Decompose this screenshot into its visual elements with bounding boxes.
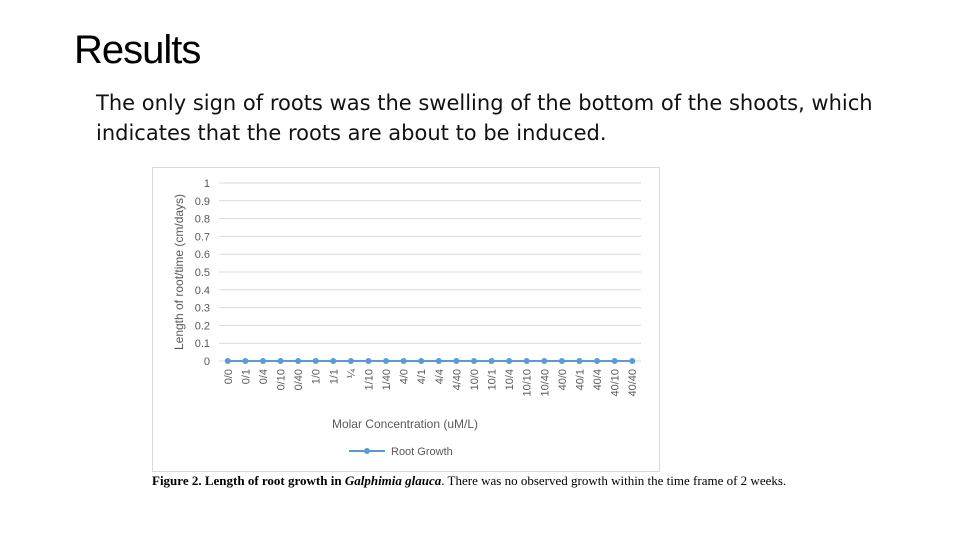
y-axis-label: Length of root/time (cm/days) <box>172 194 186 350</box>
x-tick-label: 10/4 <box>504 369 516 390</box>
y-tick-label: 0.6 <box>195 249 210 261</box>
x-tick-label: 0/0 <box>223 369 235 384</box>
x-tick-label: 40/40 <box>627 369 639 397</box>
x-tick-label: 1/10 <box>363 369 375 390</box>
x-tick-label: 4/0 <box>399 369 411 384</box>
y-tick-label: 0.7 <box>195 231 210 243</box>
x-tick-label: 40/4 <box>592 369 604 390</box>
x-tick-label: 1/40 <box>381 369 393 390</box>
data-point <box>470 358 477 364</box>
y-tick-label: 0.1 <box>195 338 210 350</box>
x-tick-label: 4/1 <box>416 369 428 384</box>
figure-caption: Figure 2. Length of root growth in Galph… <box>152 472 792 489</box>
x-tick-label: 4/4 <box>434 369 446 384</box>
y-tick-label: 0.9 <box>195 196 210 208</box>
caption-text: . There was no observed growth within th… <box>441 473 787 488</box>
data-point <box>365 358 372 364</box>
y-tick-label: 0.2 <box>195 320 210 332</box>
legend-marker <box>364 448 370 454</box>
data-point <box>629 358 636 364</box>
x-tick-label: 40/1 <box>574 369 586 390</box>
data-point <box>558 358 565 364</box>
x-tick-label: 0/10 <box>276 369 288 390</box>
x-tick-label: ¼ <box>346 368 358 378</box>
root-growth-chart: 0 0.1 0.2 0.3 0.4 0.5 0.6 0.7 0.8 0.9 1 Length of r… <box>152 167 660 472</box>
data-point <box>506 358 513 364</box>
y-tick-label: 0.3 <box>195 303 210 315</box>
legend-label: Root Growth <box>391 446 453 458</box>
data-point <box>523 358 530 364</box>
data-point <box>224 358 231 364</box>
x-tick-label: 10/1 <box>487 369 499 390</box>
caption-label: Figure 2. Length of root growth in <box>152 473 345 488</box>
data-point <box>611 358 618 364</box>
x-tick-label: 10/10 <box>522 369 534 397</box>
caption-species: Galphimia glauca <box>344 473 442 488</box>
x-tick-label: 1/0 <box>311 369 323 384</box>
x-tick-label: 4/40 <box>451 369 463 390</box>
slide-title: Results <box>74 28 201 72</box>
y-tick-label: 0.8 <box>195 214 210 226</box>
x-axis-label: Molar Concentration (uM/L) <box>332 417 478 431</box>
data-point <box>453 358 460 364</box>
data-point <box>488 358 495 364</box>
y-tick-label: 0.4 <box>195 285 210 297</box>
data-point <box>435 358 442 364</box>
data-point <box>312 358 319 364</box>
data-point <box>594 358 601 364</box>
data-point <box>277 358 284 364</box>
data-point <box>259 358 266 364</box>
x-tick-label: 10/40 <box>539 369 551 397</box>
x-tick-label: 0/4 <box>258 369 270 384</box>
x-tick-label: 0/1 <box>240 369 252 384</box>
y-tick-label: 1 <box>204 178 210 190</box>
data-point <box>541 358 548 364</box>
y-tick-label: 0.5 <box>195 267 210 279</box>
x-tick-label: 40/10 <box>610 369 622 397</box>
data-point <box>347 358 354 364</box>
data-point <box>576 358 583 364</box>
data-point <box>400 358 407 364</box>
x-tick-label: 10/0 <box>469 369 481 390</box>
x-tick-label: 1/1 <box>328 369 340 384</box>
data-point <box>418 358 425 364</box>
x-tick-label: 0/40 <box>293 369 305 390</box>
data-point <box>242 358 249 364</box>
y-tick-label: 0 <box>204 356 210 368</box>
data-point <box>383 358 390 364</box>
x-tick-label: 40/0 <box>557 369 569 390</box>
data-point <box>330 358 337 364</box>
slide-body-text: The only sign of roots was the swelling … <box>96 91 873 145</box>
data-point <box>295 358 302 364</box>
chart-canvas: 0 0.1 0.2 0.3 0.4 0.5 0.6 0.7 0.8 0.9 1 Length of r… <box>172 178 641 458</box>
